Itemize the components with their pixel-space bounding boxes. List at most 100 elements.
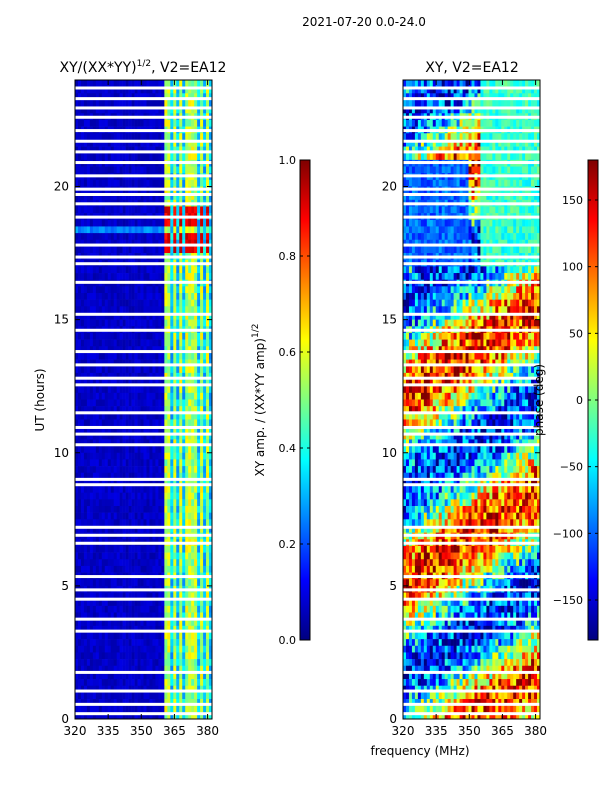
heatmap-cell xyxy=(206,379,210,387)
heatmap-cell xyxy=(75,266,79,274)
heatmap-cell xyxy=(140,233,144,241)
heatmap-cell xyxy=(483,106,487,114)
heatmap-cell xyxy=(167,266,171,274)
heatmap-cell xyxy=(194,406,198,414)
heatmap-cell xyxy=(125,166,129,174)
heatmap-cell xyxy=(110,306,115,314)
heatmap-cell xyxy=(161,619,165,627)
heatmap-cell xyxy=(137,239,141,247)
heatmap-cell xyxy=(92,592,97,600)
heatmap-cell xyxy=(113,605,117,613)
heatmap-cell xyxy=(447,139,451,147)
flagged-gap-line xyxy=(75,161,212,165)
heatmap-cell xyxy=(119,432,123,440)
heatmap-cell xyxy=(185,519,189,527)
heatmap-cell xyxy=(176,352,180,360)
heatmap-cell xyxy=(134,559,138,567)
heatmap-cell xyxy=(92,339,97,347)
heatmap-cell xyxy=(152,639,156,647)
heatmap-cell xyxy=(110,366,115,374)
heatmap-cell xyxy=(137,99,141,107)
heatmap-cell xyxy=(122,99,126,107)
heatmap-cell xyxy=(143,106,147,114)
heatmap-cell xyxy=(75,665,79,673)
heatmap-cell xyxy=(86,619,91,627)
heatmap-cell xyxy=(140,499,144,507)
heatmap-cell xyxy=(110,206,115,214)
heatmap-cell xyxy=(188,652,192,660)
heatmap-cell xyxy=(173,266,177,274)
heatmap-cell xyxy=(158,133,162,141)
heatmap-cell xyxy=(131,206,135,214)
heatmap-cell xyxy=(158,545,162,553)
heatmap-cell xyxy=(161,519,165,527)
heatmap-cell xyxy=(161,565,165,573)
heatmap-cell xyxy=(498,86,502,94)
heatmap-cell xyxy=(182,432,186,440)
heatmap-cell xyxy=(170,685,174,693)
flagged-gap-line xyxy=(75,597,212,601)
heatmap-cell xyxy=(107,625,112,633)
heatmap-cell xyxy=(101,352,106,360)
heatmap-cell xyxy=(80,239,85,247)
heatmap-cell xyxy=(197,506,201,513)
heatmap-cell xyxy=(209,506,213,513)
heatmap-cell xyxy=(137,559,141,567)
heatmap-cell xyxy=(206,206,210,214)
heatmap-cell xyxy=(161,479,165,487)
heatmap-cell xyxy=(122,133,126,141)
heatmap-cell xyxy=(83,246,88,254)
heatmap-cell xyxy=(92,233,97,241)
heatmap-cell xyxy=(146,166,150,174)
heatmap-cell xyxy=(194,86,198,94)
heatmap-cell xyxy=(149,486,153,493)
heatmap-cell xyxy=(140,359,144,367)
heatmap-cell xyxy=(203,233,207,241)
heatmap-cell xyxy=(197,612,201,620)
heatmap-cell xyxy=(104,412,109,420)
heatmap-cell xyxy=(194,99,198,107)
heatmap-cell xyxy=(101,133,106,141)
heatmap-cell xyxy=(203,665,207,673)
heatmap-cell xyxy=(137,153,141,161)
heatmap-cell xyxy=(206,665,210,673)
heatmap-cell xyxy=(203,399,207,407)
heatmap-cell xyxy=(116,426,120,434)
heatmap-cell xyxy=(170,339,174,347)
heatmap-cell xyxy=(161,419,165,427)
heatmap-cell xyxy=(191,226,195,234)
heatmap-cell xyxy=(131,479,135,487)
amplitude-colorbar: 0.00.20.40.60.81.0 XY amp. / (XX*YY amp)… xyxy=(251,154,311,647)
heatmap-cell xyxy=(104,452,109,460)
heatmap-cell xyxy=(86,499,91,507)
heatmap-cell xyxy=(137,312,141,320)
heatmap-cell xyxy=(167,273,171,280)
heatmap-cell xyxy=(101,366,106,374)
heatmap-cell xyxy=(80,352,85,360)
heatmap-cell xyxy=(137,519,141,527)
heatmap-cell xyxy=(414,139,419,147)
heatmap-cell xyxy=(101,226,106,234)
heatmap-cell xyxy=(155,592,159,600)
heatmap-cell xyxy=(200,392,204,400)
heatmap-cell xyxy=(134,139,138,147)
heatmap-cell xyxy=(510,93,514,101)
heatmap-cell xyxy=(125,106,129,114)
heatmap-cell xyxy=(83,605,88,613)
heatmap-cell xyxy=(122,299,126,307)
heatmap-cell xyxy=(447,106,451,114)
heatmap-cell xyxy=(435,119,440,127)
heatmap-cell xyxy=(170,106,174,114)
heatmap-cell xyxy=(107,206,112,214)
heatmap-cell xyxy=(510,106,514,114)
heatmap-cell xyxy=(185,426,189,434)
heatmap-cell xyxy=(146,359,150,367)
heatmap-cell xyxy=(164,665,168,673)
heatmap-cell xyxy=(405,139,410,147)
heatmap-cell xyxy=(131,605,135,613)
heatmap-cell xyxy=(86,592,91,600)
heatmap-cell xyxy=(179,293,183,300)
heatmap-cell xyxy=(188,193,192,201)
heatmap-cell xyxy=(203,146,207,154)
heatmap-cell xyxy=(191,506,195,513)
